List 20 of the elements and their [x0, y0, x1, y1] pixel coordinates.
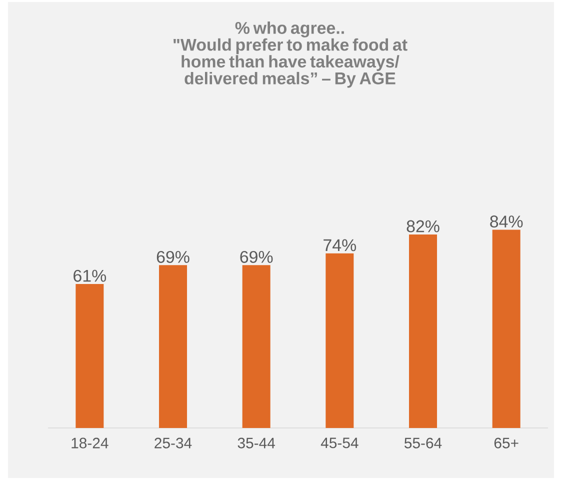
data-label: 82%	[406, 220, 440, 232]
x-tick-label: 25-34	[154, 438, 192, 448]
chart-subtitle: "Would prefer to make food at home than have takeaways/ delivered meals” – By AGE	[174, 38, 408, 88]
data-label: 74%	[324, 239, 356, 252]
bar	[159, 265, 188, 428]
bar	[76, 284, 104, 428]
x-tick-label: 55-64	[404, 438, 442, 448]
bar	[242, 265, 270, 428]
data-label: 69%	[156, 250, 190, 263]
x-tick-label: 18-24	[72, 438, 108, 448]
data-label: 61%	[74, 270, 106, 282]
chart-title: % who agree..	[235, 22, 344, 38]
bar	[326, 253, 354, 428]
x-tick-label: 65+	[494, 438, 518, 448]
x-tick-label: 45-54	[320, 438, 358, 448]
data-label: 84%	[490, 216, 523, 228]
data-label: 69%	[240, 250, 273, 263]
x-tick-label: 35-44	[238, 438, 276, 448]
bar	[492, 230, 520, 428]
bar	[409, 234, 438, 428]
